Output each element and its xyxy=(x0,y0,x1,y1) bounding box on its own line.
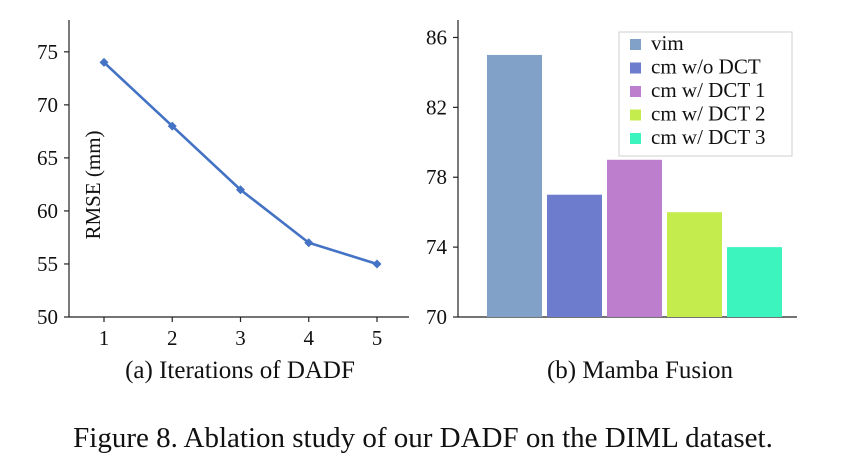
chart-a-y-tick-label: 50 xyxy=(37,305,58,329)
chart-b-y-ticks: 70 74 78 82 86 xyxy=(426,25,458,329)
legend-swatch xyxy=(630,133,641,144)
legend-label: cm w/ DCT 3 xyxy=(651,125,766,149)
chart-a-y-tick-label: 70 xyxy=(37,93,58,117)
legend-label: cm w/ DCT 2 xyxy=(651,102,766,126)
chart-a-data-point xyxy=(167,121,177,131)
chart-a-y-ticks: 50 55 60 65 70 75 xyxy=(37,40,69,329)
legend-label: vim xyxy=(651,31,684,55)
chart-a-y-tick-label: 65 xyxy=(37,146,58,170)
chart-a-x-tick-label: 1 xyxy=(99,326,110,350)
chart-a-series xyxy=(99,57,382,269)
legend-label: cm w/o DCT xyxy=(651,55,761,79)
legend-box xyxy=(618,31,793,157)
chart-a-series-line xyxy=(103,61,378,266)
chart-a-data-point xyxy=(372,259,382,269)
chart-a-x-tick-label: 5 xyxy=(372,326,383,350)
chart-b-y-tick-label: 86 xyxy=(426,25,447,49)
chart-b-bar xyxy=(547,194,602,317)
chart-b-y-tick-label: 74 xyxy=(426,235,448,259)
chart-a-y-tick-label: 55 xyxy=(37,252,58,276)
legend-swatch xyxy=(630,62,641,74)
chart-a-data-point xyxy=(99,57,109,67)
chart-b-bar xyxy=(727,247,782,317)
chart-b-bar xyxy=(667,212,722,317)
legend-label: cm w/ DCT 1 xyxy=(651,78,766,102)
chart-a-subcaption: (a) Iterations of DADF xyxy=(125,357,355,384)
chart-b-bars xyxy=(487,54,782,318)
chart-b-bar xyxy=(607,159,662,317)
chart-a-y-tick-label: 75 xyxy=(37,40,58,64)
chart-b-y-tick-label: 82 xyxy=(426,95,447,119)
chart-a-data-point xyxy=(304,238,314,248)
chart-a-x-ticks: 1 2 3 4 5 xyxy=(99,317,383,350)
chart-a-x-tick-label: 2 xyxy=(167,326,178,350)
chart-a-y-axis-label: RMSE (mm) xyxy=(81,130,105,239)
figure-caption: Figure 8. Ablation study of our DADF on … xyxy=(73,422,773,454)
chart-a-x-tick-label: 4 xyxy=(304,326,315,350)
chart-a-data-point xyxy=(236,185,245,195)
chart-b-subcaption: (b) Mamba Fusion xyxy=(547,357,734,384)
legend-swatch xyxy=(630,109,641,121)
chart-a-y-tick-label: 60 xyxy=(37,199,58,223)
chart-b-bar xyxy=(487,54,542,318)
legend-swatch xyxy=(630,39,641,50)
legend-swatch xyxy=(630,86,641,97)
chart-a-x-tick-label: 3 xyxy=(235,326,246,350)
chart-b-y-tick-label: 70 xyxy=(426,305,447,329)
line-chart-iterations: 50 55 60 65 70 75 1 2 3 4 5 RMSE (mm) (a) Iterati… xyxy=(37,20,409,384)
chart-b-y-tick-label: 78 xyxy=(426,165,447,189)
